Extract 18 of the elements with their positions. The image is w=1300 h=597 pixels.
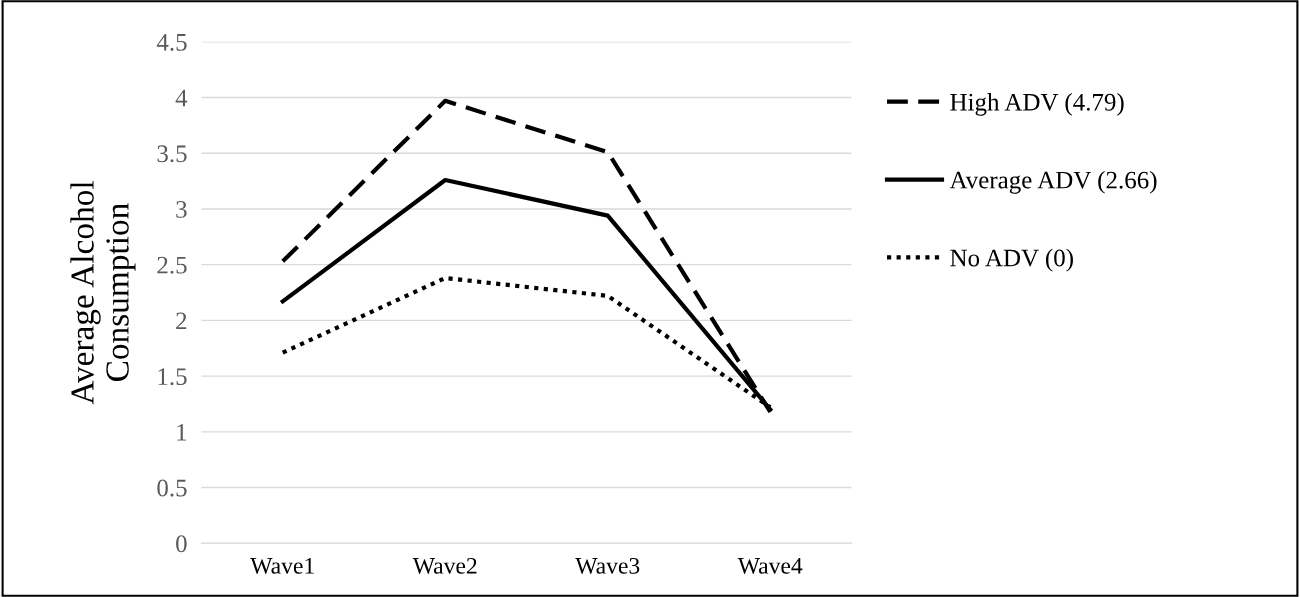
y-axis-title: Average Alcohol Consumption	[70, 181, 136, 405]
y-tick-label: 2.5	[157, 256, 187, 274]
legend-label: No ADV (0)	[950, 248, 1073, 272]
y-tick-label: 0.5	[157, 479, 187, 497]
y-tick-label: 0	[176, 535, 187, 553]
y-tick-label: 3.5	[157, 145, 187, 163]
y-tick-label: 4	[175, 89, 188, 107]
y-tick-label: 2	[176, 312, 187, 330]
x-tick-label: Wave4	[737, 558, 803, 574]
y-tick-label: 1.5	[158, 368, 187, 386]
x-tick-label: Wave2	[412, 557, 477, 574]
y-tick-label: 3	[176, 201, 187, 218]
legend-label: Average ADV (2.66)	[949, 170, 1157, 194]
x-tick-label: Wave1	[250, 557, 314, 574]
x-tick-label: Wave3	[575, 557, 640, 574]
legend-label: High ADV (4.79)	[950, 93, 1124, 116]
y-tick-label: 4.5	[156, 34, 187, 51]
y-tick-label: 1	[177, 424, 187, 441]
